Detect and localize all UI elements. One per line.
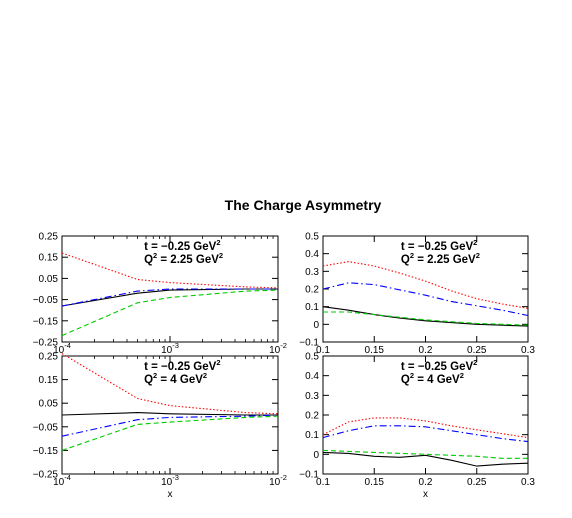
x-axis-label: x xyxy=(168,489,173,500)
x-tick-label: 0.1 xyxy=(316,345,330,356)
x-axis-label: x xyxy=(423,489,428,500)
x-tick-label: 10-2 xyxy=(269,473,287,488)
series-line-dotted xyxy=(322,261,529,309)
y-tick-label: 0.2 xyxy=(305,285,319,296)
y-tick-label: −0.25 xyxy=(33,470,59,481)
figure-title: The Charge Asymmetry xyxy=(225,197,382,213)
y-tick-label: 0.5 xyxy=(305,232,319,243)
annotation-q2: Q2 = 2.25 GeV2 xyxy=(144,251,223,266)
y-tick-label: −0.25 xyxy=(33,338,59,349)
x-tick-label: 0.1 xyxy=(316,477,330,488)
y-tick-label: −0.05 xyxy=(33,295,59,306)
x-tick-label: 0.2 xyxy=(419,477,433,488)
x-tick-label: 0.25 xyxy=(467,345,487,356)
series-line-solid xyxy=(61,412,278,416)
panel-top-right: 0.1 0.15 0.2 0.25 0.3 −0.1 0 0.1 0.2 0.3 0.4 0.5 t =… xyxy=(299,232,535,357)
y-tick-label: 0.1 xyxy=(305,302,319,313)
y-tick-label: 0.4 xyxy=(305,371,319,382)
series-line-solid xyxy=(61,288,278,307)
y-tick-label: 0 xyxy=(313,450,319,461)
y-tick-label: −0.05 xyxy=(33,422,59,433)
y-tick-label: 0.25 xyxy=(39,352,59,363)
x-tick-label: 10-2 xyxy=(269,341,287,356)
panel-bottom-right: 0.1 0.15 0.2 0.25 0.3 −0.1 0 0.1 0.2 0.3 0.4 0.5 x t … xyxy=(299,352,535,501)
y-tick-label: 0.2 xyxy=(305,411,319,422)
x-tick-label: 0.15 xyxy=(365,345,385,356)
y-tick-label: −0.1 xyxy=(299,470,319,481)
series-line-dashed xyxy=(61,415,279,451)
x-tick-label: 10-4 xyxy=(53,341,71,356)
x-tick-label: 0.15 xyxy=(365,477,385,488)
x-tick-label: 10-3 xyxy=(161,341,179,356)
annotation-q2: Q2 = 2.25 GeV2 xyxy=(401,251,480,266)
y-tick-label: 0.3 xyxy=(305,267,319,278)
annotation-t: t = −0.25 GeV2 xyxy=(401,358,477,373)
series-line-dotted xyxy=(61,353,279,415)
series-line-dashdot xyxy=(322,425,529,443)
y-tick-label: 0.05 xyxy=(39,274,59,285)
x-tick-label: 0.3 xyxy=(521,345,535,356)
series-line-solid xyxy=(322,306,529,327)
annotation-q2: Q2 = 4 GeV2 xyxy=(144,371,207,386)
x-tick-label: 0.25 xyxy=(467,477,487,488)
annotation-q2: Q2 = 4 GeV2 xyxy=(401,371,464,386)
annotation-t: t = −0.25 GeV2 xyxy=(144,238,220,253)
series-line-dashdot xyxy=(61,414,279,437)
y-tick-label: −0.1 xyxy=(299,338,319,349)
series-line-solid xyxy=(322,451,529,467)
y-tick-label: 0.15 xyxy=(39,375,59,386)
series-line-dashdot xyxy=(322,282,529,317)
y-tick-label: 0.25 xyxy=(39,232,59,243)
series-line-dotted xyxy=(61,252,279,289)
x-tick-label: 0.2 xyxy=(419,345,433,356)
y-tick-label: 0.3 xyxy=(305,391,319,402)
annotation-t: t = −0.25 GeV2 xyxy=(144,358,220,373)
y-tick-label: −0.15 xyxy=(33,446,59,457)
x-tick-label: 10-4 xyxy=(53,473,71,488)
y-tick-label: 0.1 xyxy=(305,430,319,441)
y-tick-label: 0 xyxy=(313,320,319,331)
y-tick-label: 0.15 xyxy=(39,253,59,264)
y-tick-label: 0.05 xyxy=(39,399,59,410)
y-tick-label: 0.5 xyxy=(305,352,319,363)
series-line-dashed xyxy=(322,449,528,459)
series-line-dashed xyxy=(323,311,529,326)
annotation-t: t = −0.25 GeV2 xyxy=(401,238,477,253)
series-line-dotted xyxy=(322,417,529,439)
y-tick-label: 0.4 xyxy=(305,249,319,260)
series-line-dashed xyxy=(61,289,279,337)
x-tick-label: 0.3 xyxy=(521,477,535,488)
x-tick-label: 10-3 xyxy=(161,473,179,488)
panel-bottom-left: 10-4 10-3 10-2 −0.25 −0.15 −0.05 0.05 0.15 0.25 x… xyxy=(33,352,287,501)
panel-top-left: 10-4 10-3 10-2 −0.25 −0.15 −0.05 0.05 0.15 0.25 t… xyxy=(33,232,287,357)
y-tick-label: −0.15 xyxy=(33,316,59,327)
panels: 10-4 10-3 10-2 −0.25 −0.15 −0.05 0.05 0.15 0.25 t… xyxy=(33,232,536,501)
